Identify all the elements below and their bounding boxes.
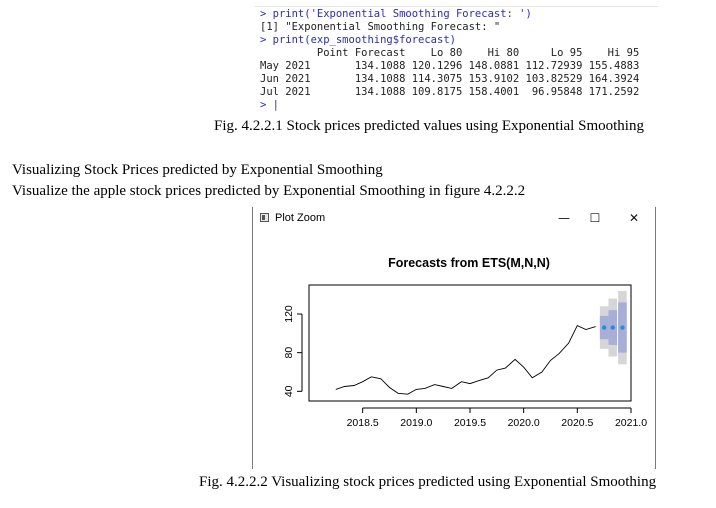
series-line (335, 325, 596, 395)
forecast-point (601, 325, 607, 330)
window-titlebar: Plot Zoom — ☐ ✕ (253, 207, 655, 229)
section-heading: Visualizing Stock Prices predicted by Ex… (12, 162, 383, 178)
section-text: Visualize the apple stock prices predict… (12, 183, 526, 199)
y-tick-label: 40 (283, 385, 295, 397)
x-tick-label: 2021.0 (615, 417, 647, 429)
console-line: Jun 2021 134.1088 114.3075 153.9102 103.… (260, 73, 640, 85)
console-lines: > print('Exponential Smoothing Forecast:… (255, 8, 658, 112)
y-tick-label: 120 (283, 305, 295, 323)
forecast-plot: Forecasts from ETS(M,N,N) 2018.5 2019.0 20… (283, 256, 647, 429)
x-tick-label: 2020.5 (561, 417, 593, 429)
plot-frame (308, 284, 632, 402)
window-title: Plot Zoom (275, 212, 326, 224)
maximize-icon: ☐ (589, 211, 601, 225)
x-tick-label: 2019.0 (400, 417, 432, 429)
figure-caption-2: Fig. 4.2.2.2 Visualizing stock prices pr… (199, 474, 657, 490)
x-tick-label: 2019.5 (454, 417, 486, 429)
y-tick-label: 80 (283, 347, 295, 359)
minimize-icon: — (558, 211, 570, 225)
close-icon: ✕ (628, 211, 640, 225)
console-line: > print(exp_smoothing$forecast) (260, 34, 456, 46)
minimize-button[interactable]: — (553, 209, 575, 227)
plot-zoom-app-icon (260, 213, 269, 222)
console-line: [1] "Exponential Smoothing Forecast: " (260, 21, 501, 33)
console-line: > print('Exponential Smoothing Forecast:… (260, 8, 532, 20)
maximize-button[interactable]: ☐ (584, 209, 606, 227)
chart-title: Forecasts from ETS(M,N,N) (388, 256, 550, 270)
forecast-point (620, 325, 625, 330)
console-line: May 2021 134.1088 120.1296 148.0881 112.… (260, 60, 640, 72)
forecast-point (610, 325, 615, 330)
plot-zoom-window: Plot Zoom — ☐ ✕ Forecasts from ETS(M,N,N… (252, 207, 656, 469)
r-console-snippet: > print('Exponential Smoothing Forecast:… (255, 0, 658, 113)
x-tick-label: 2020.0 (508, 417, 540, 429)
console-line: > | (260, 99, 279, 111)
close-button[interactable]: ✕ (623, 209, 645, 227)
console-line: Jul 2021 134.1088 109.8175 158.4001 96.9… (260, 86, 640, 98)
console-line: Point Forecast Lo 80 Hi 80 Lo 95 Hi 95 (260, 47, 640, 59)
figure-caption-1: Fig. 4.2.2.1 Stock prices predicted valu… (214, 118, 644, 134)
console-top-edge (255, 0, 658, 7)
x-tick-label: 2018.5 (347, 417, 379, 429)
